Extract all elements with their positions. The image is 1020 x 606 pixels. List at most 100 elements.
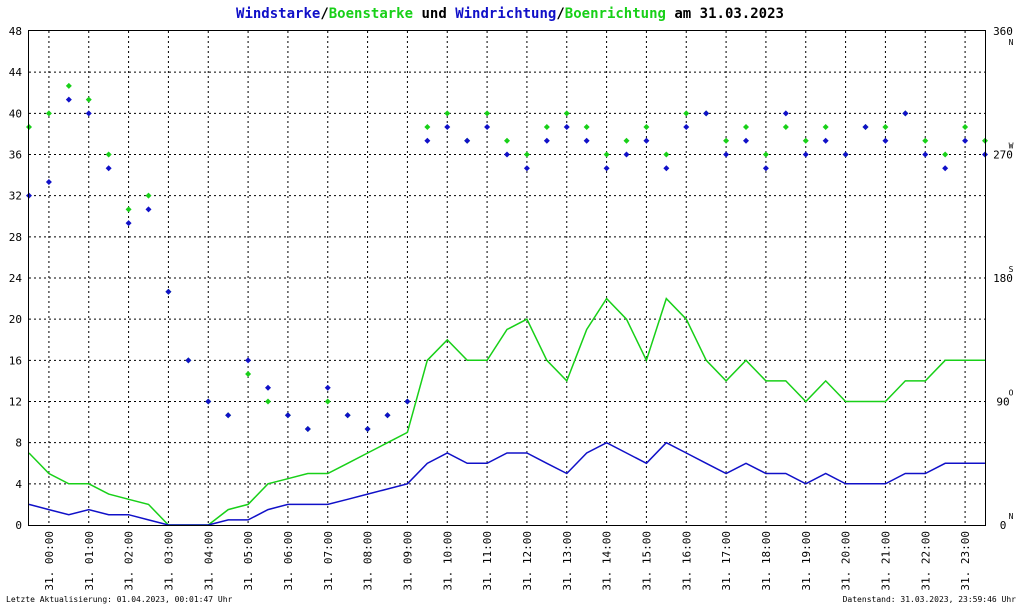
gust-direction-point (743, 124, 749, 131)
gust-direction-point (105, 151, 112, 158)
wind-direction-point (842, 151, 849, 158)
wind-direction-point (85, 110, 92, 117)
gust-direction-point (683, 110, 690, 117)
wind-direction-point (583, 137, 590, 144)
wind-direction-point (623, 151, 630, 158)
wind-direction-point (802, 151, 809, 158)
wind-direction-point (663, 165, 670, 172)
gust-series (28, 297, 985, 526)
x-tick-label: 31. 03:00 (162, 531, 175, 591)
gust-direction-point (623, 137, 630, 144)
chart-title: Windstarke/Boenstarke und Windrichtung/B… (236, 6, 784, 22)
y-tick-label: 44 (9, 66, 23, 79)
y-tick-label: 20 (9, 313, 22, 326)
gust-direction-series (26, 82, 988, 432)
grid (29, 31, 985, 525)
wind-direction-point (504, 151, 510, 158)
gust-direction-point (125, 206, 132, 213)
y2-tick-label: 180 (993, 272, 1013, 285)
wind-direction-point (364, 425, 371, 432)
gust-direction-point (265, 398, 271, 405)
y-tick-label: 36 (9, 149, 22, 162)
y2-direction-label: W (1009, 142, 1014, 151)
wind-direction-point (125, 220, 132, 227)
y2-direction-label: O (1009, 389, 1014, 398)
gust-direction-point (543, 124, 550, 131)
gust-direction-point (523, 151, 530, 158)
gust-direction-point (882, 124, 889, 131)
wind-direction-point (643, 137, 650, 144)
y-tick-label: 40 (9, 107, 22, 120)
footer-last-update: Letzte Aktualisierung: 01.04.2023, 00:01… (6, 595, 233, 604)
gust-speed-line (28, 297, 985, 526)
x-tick-label: 31. 13:00 (561, 531, 574, 591)
x-tick-label: 31. 08:00 (362, 531, 375, 591)
wind-direction-point (424, 137, 431, 144)
x-tick-label: 31. 19:00 (800, 531, 813, 591)
x-tick-label: 31. 23:00 (959, 531, 972, 591)
footer-data-status: Datenstand: 31.03.2023, 23:59:46 Uhr (843, 595, 1017, 604)
y-tick-label: 16 (9, 354, 22, 367)
plot-frame (28, 30, 986, 526)
gust-direction-point (962, 124, 969, 131)
wind-speed-line (28, 441, 985, 526)
wind-direction-point (225, 412, 232, 419)
y-tick-label: 48 (9, 25, 22, 38)
title-part-6: Boenrichtung (565, 6, 666, 22)
x-tick-label: 31. 01:00 (83, 531, 96, 591)
y2-tick-label: 90 (996, 396, 1009, 409)
gust-direction-point (822, 124, 829, 131)
wind-direction-point (683, 124, 690, 131)
wind-direction-point (762, 165, 769, 172)
gust-direction-point (324, 398, 331, 405)
gust-direction-point (65, 82, 72, 89)
gust-direction-point (484, 110, 491, 117)
wind-direction-point (404, 398, 411, 405)
wind-direction-point (105, 165, 112, 172)
wind-direction-point (45, 178, 52, 185)
y2-tick-label: 360 (993, 25, 1013, 38)
x-tick-label: 31. 20:00 (840, 531, 853, 591)
wind-direction-point (484, 124, 491, 131)
wind-direction-point (384, 412, 391, 419)
wind-direction-point (265, 384, 271, 391)
wind-direction-point (603, 165, 610, 172)
title-part-5: / (556, 6, 564, 22)
gust-direction-point (603, 151, 610, 158)
wind-direction-point (165, 288, 172, 295)
gust-direction-point (424, 124, 431, 131)
y2-direction-label: N (1009, 38, 1014, 47)
wind-direction-point (444, 124, 451, 131)
x-tick-label: 31. 10:00 (441, 531, 454, 591)
x-tick-label: 31. 07:00 (322, 531, 335, 591)
x-tick-label: 31. 02:00 (123, 531, 136, 591)
wind-direction-point (543, 137, 550, 144)
gust-direction-point (85, 96, 92, 103)
x-tick-label: 31. 12:00 (521, 531, 534, 591)
wind-direction-point (523, 165, 530, 172)
wind-direction-point (145, 206, 152, 213)
wind-direction-point (962, 137, 969, 144)
wind-direction-point (782, 110, 789, 117)
wind-direction-point (922, 151, 929, 158)
wind-series (28, 441, 985, 526)
y-tick-label: 28 (9, 231, 22, 244)
x-tick-label: 31. 05:00 (242, 531, 255, 591)
wind-direction-point (942, 165, 949, 172)
title-part-0: Windstarke (236, 6, 320, 22)
x-tick-label: 31. 21:00 (879, 531, 892, 591)
wind-direction-point (464, 137, 471, 144)
x-tick-label: 31. 22:00 (919, 531, 932, 591)
title-part-4: Windrichtung (455, 6, 556, 22)
wind-direction-point (723, 151, 730, 158)
wind-direction-point (743, 137, 749, 144)
wind-direction-point (563, 124, 570, 131)
x-tick-label: 31. 14:00 (601, 531, 614, 591)
y-tick-label: 32 (9, 190, 22, 203)
gust-direction-point (444, 110, 451, 117)
y2-direction-label: N (1009, 512, 1014, 521)
x-tick-label: 31. 17:00 (720, 531, 733, 591)
gust-direction-point (145, 192, 152, 199)
x-tick-label: 31. 09:00 (401, 531, 414, 591)
